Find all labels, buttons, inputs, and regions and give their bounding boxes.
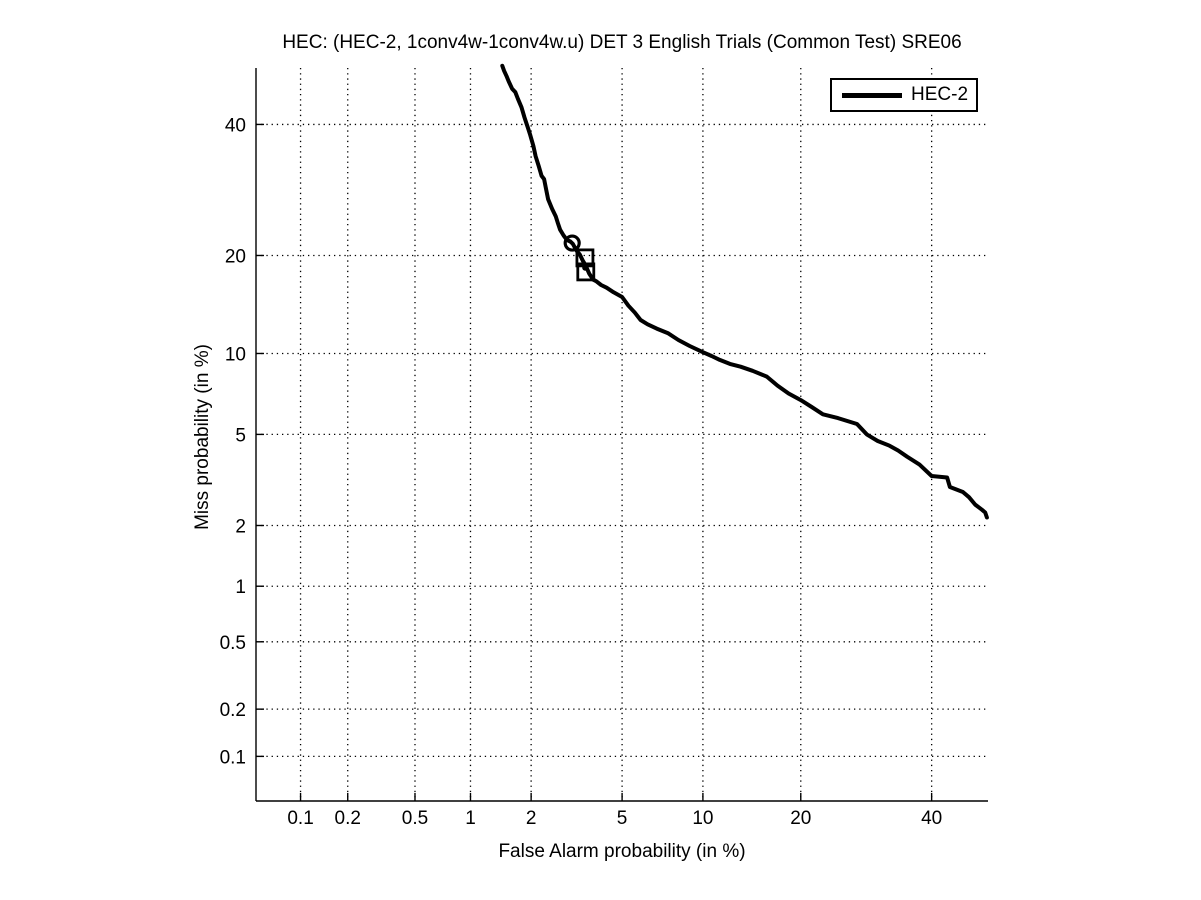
x-tick-label: 1	[465, 808, 476, 829]
y-tick-label: 10	[225, 344, 246, 365]
y-tick-label: 20	[225, 246, 246, 267]
marker-square-icon	[576, 262, 596, 282]
legend-series-label: HEC-2	[911, 84, 969, 105]
x-tick-label: 2	[526, 808, 537, 829]
chart-title: HEC: (HEC-2, 1conv4w-1conv4w.u) DET 3 En…	[282, 32, 962, 53]
y-tick-label: 1	[235, 577, 246, 598]
y-tick-label: 40	[225, 115, 246, 136]
legend-line-sample	[842, 92, 902, 98]
x-tick-label: 20	[790, 808, 811, 829]
y-tick-label: 0.1	[220, 747, 246, 768]
det-curve	[500, 63, 989, 520]
x-tick-label: 5	[617, 808, 628, 829]
marker-circle-icon	[563, 234, 581, 252]
marker-dot-icon	[582, 264, 589, 271]
y-tick-label: 0.2	[220, 700, 246, 721]
x-tick-label: 10	[692, 808, 713, 829]
legend-box: HEC-2	[830, 78, 978, 112]
y-tick-label: 5	[235, 425, 246, 446]
y-tick-label: 0.5	[220, 633, 246, 654]
x-axis-label: False Alarm probability (in %)	[498, 841, 746, 862]
x-tick-label: 0.1	[287, 808, 313, 829]
x-tick-label: 40	[921, 808, 942, 829]
y-axis-label: Miss probability (in %)	[192, 344, 213, 530]
y-tick-label: 2	[235, 516, 246, 537]
x-tick-label: 0.5	[402, 808, 428, 829]
x-tick-label: 0.2	[335, 808, 361, 829]
